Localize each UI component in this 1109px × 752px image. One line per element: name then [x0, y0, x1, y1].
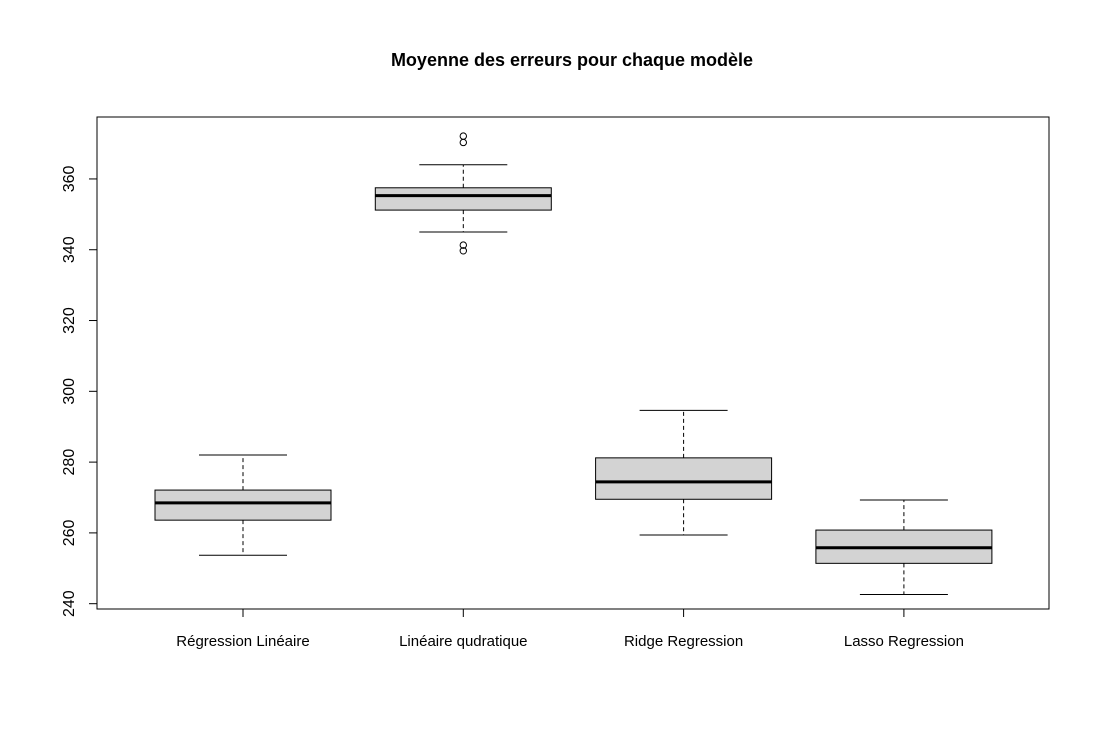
box	[154, 489, 332, 521]
boxes-layer	[154, 132, 993, 595]
x-tick-label: Régression Linéaire	[176, 633, 309, 650]
y-tick-label: 340	[61, 236, 78, 263]
y-tick-label: 240	[61, 590, 78, 617]
box	[374, 187, 552, 211]
x-tick-label: Lasso Regression	[844, 633, 964, 650]
outlier-point	[459, 138, 467, 147]
outlier-point	[459, 247, 467, 255]
box	[595, 457, 773, 500]
box-group	[595, 409, 773, 536]
y-tick-label: 300	[61, 378, 78, 405]
x-axis: Régression Linéaire Linéaire qudratique Ri…	[176, 608, 964, 650]
box-group	[815, 499, 993, 595]
x-tick-label: Ridge Regression	[624, 633, 743, 650]
y-axis: 240 260 280 300 320 340 360	[61, 165, 98, 617]
y-tick-label: 260	[61, 519, 78, 546]
y-tick-label: 360	[61, 165, 78, 192]
box-group	[374, 132, 552, 255]
chart-title: Moyenne des erreurs pour chaque modèle	[391, 50, 753, 70]
x-tick-label: Linéaire qudratique	[399, 633, 527, 650]
y-tick-label: 280	[61, 449, 78, 476]
box-group	[154, 454, 332, 556]
y-tick-label: 320	[61, 307, 78, 334]
outlier-point	[459, 241, 467, 249]
